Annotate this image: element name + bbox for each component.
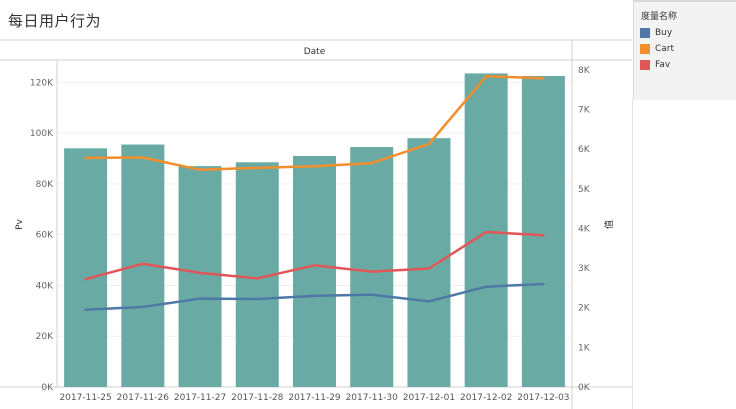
line-series-buy [84, 282, 545, 311]
legend-label-fav: Fav [655, 60, 671, 70]
y-left-tick-label: 80K [36, 180, 54, 190]
bar-pv-2017-11-27 [178, 166, 222, 387]
y-right-axis-title: 值 [603, 220, 615, 229]
legend-swatch-cart [640, 44, 650, 54]
y-left-tick-label: 0K [41, 383, 54, 393]
legend-swatch-buy [640, 28, 650, 38]
x-tick-label: 2017-12-01 [403, 393, 455, 403]
legend-top-strip [633, 0, 736, 2]
legend-item-buy[interactable]: Buy [640, 25, 736, 41]
bar-pv-2017-12-02 [464, 73, 508, 387]
legend-label-cart: Cart [655, 44, 675, 54]
y-left-tick-label: 120K [30, 78, 54, 88]
y-right-tick-label: 2K [578, 304, 591, 314]
legend-label-buy: Buy [655, 28, 673, 38]
y-right-tick-label: 0K [578, 383, 591, 393]
x-tick-label: 2017-11-28 [231, 393, 284, 403]
y-right-tick-label: 4K [578, 224, 591, 234]
x-tick-label: 2017-11-26 [117, 393, 170, 403]
y-right-tick-label: 7K [578, 106, 591, 116]
bar-pv-2017-11-25 [64, 148, 108, 387]
y-right-tick-label: 6K [578, 145, 591, 155]
y-left-tick-label: 100K [30, 129, 54, 139]
y-left-tick-label: 40K [36, 281, 54, 291]
bar-pv-2017-12-01 [407, 138, 451, 387]
legend-title: 度量名称 [641, 12, 678, 22]
x-tick-label: 2017-12-03 [517, 393, 569, 403]
legend-swatch-fav [640, 60, 650, 70]
y-right-tick-label: 1K [578, 343, 591, 353]
chart-title: 每日用户行为 [8, 12, 102, 30]
y-left-axis-title: Pv [15, 218, 25, 229]
bar-pv-2017-11-30 [350, 147, 394, 387]
x-tick-label: 2017-11-25 [59, 393, 111, 403]
line-series-cart [84, 75, 545, 172]
y-right-tick-label: 5K [578, 185, 591, 195]
bar-pv-2017-11-29 [293, 155, 336, 387]
y-right-tick-label: 8K [578, 66, 591, 76]
line-series-fav [84, 230, 545, 281]
legend: 度量名称 Buy Cart Fav [633, 2, 736, 100]
x-tick-label: 2017-12-02 [460, 393, 512, 403]
legend-item-fav[interactable]: Fav [640, 57, 736, 73]
bar-pv-2017-12-03 [521, 75, 565, 387]
header-label: Date [304, 47, 326, 57]
y-left-tick-label: 20K [36, 332, 54, 342]
chart: Date 0K 20K 40K 60K 80K 100K 120K 0K 1K 2K 3K 4K 5K 6K… [0, 39, 632, 409]
x-tick-label: 2017-11-27 [174, 393, 226, 403]
x-tick-label: 2017-11-30 [346, 393, 399, 403]
y-left-tick-label: 60K [36, 231, 54, 241]
x-tick-label: 2017-11-29 [288, 393, 341, 403]
side-panel [632, 100, 736, 409]
y-right-tick-label: 3K [578, 264, 591, 274]
legend-item-cart[interactable]: Cart [640, 41, 736, 57]
